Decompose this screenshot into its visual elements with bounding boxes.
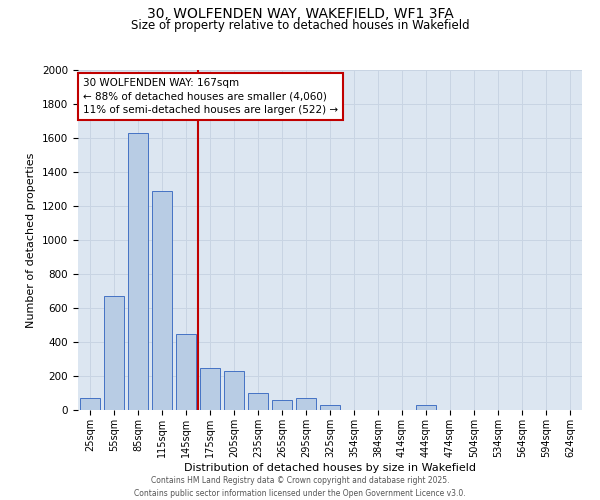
X-axis label: Distribution of detached houses by size in Wakefield: Distribution of detached houses by size … (184, 462, 476, 472)
Text: Size of property relative to detached houses in Wakefield: Size of property relative to detached ho… (131, 19, 469, 32)
Bar (248, 393, 268, 410)
Bar (272, 400, 292, 410)
Bar (224, 371, 244, 410)
Bar (104, 296, 124, 410)
Bar (200, 368, 220, 410)
Text: 30 WOLFENDEN WAY: 167sqm
← 88% of detached houses are smaller (4,060)
11% of sem: 30 WOLFENDEN WAY: 167sqm ← 88% of detach… (83, 78, 338, 115)
Text: Contains HM Land Registry data © Crown copyright and database right 2025.
Contai: Contains HM Land Registry data © Crown c… (134, 476, 466, 498)
Bar (320, 405, 340, 410)
Bar (80, 398, 100, 410)
Bar (416, 405, 436, 410)
Y-axis label: Number of detached properties: Number of detached properties (26, 152, 37, 328)
Bar (128, 133, 148, 410)
Bar (176, 334, 196, 410)
Text: 30, WOLFENDEN WAY, WAKEFIELD, WF1 3FA: 30, WOLFENDEN WAY, WAKEFIELD, WF1 3FA (146, 8, 454, 22)
Bar (296, 398, 316, 410)
Bar (152, 190, 172, 410)
